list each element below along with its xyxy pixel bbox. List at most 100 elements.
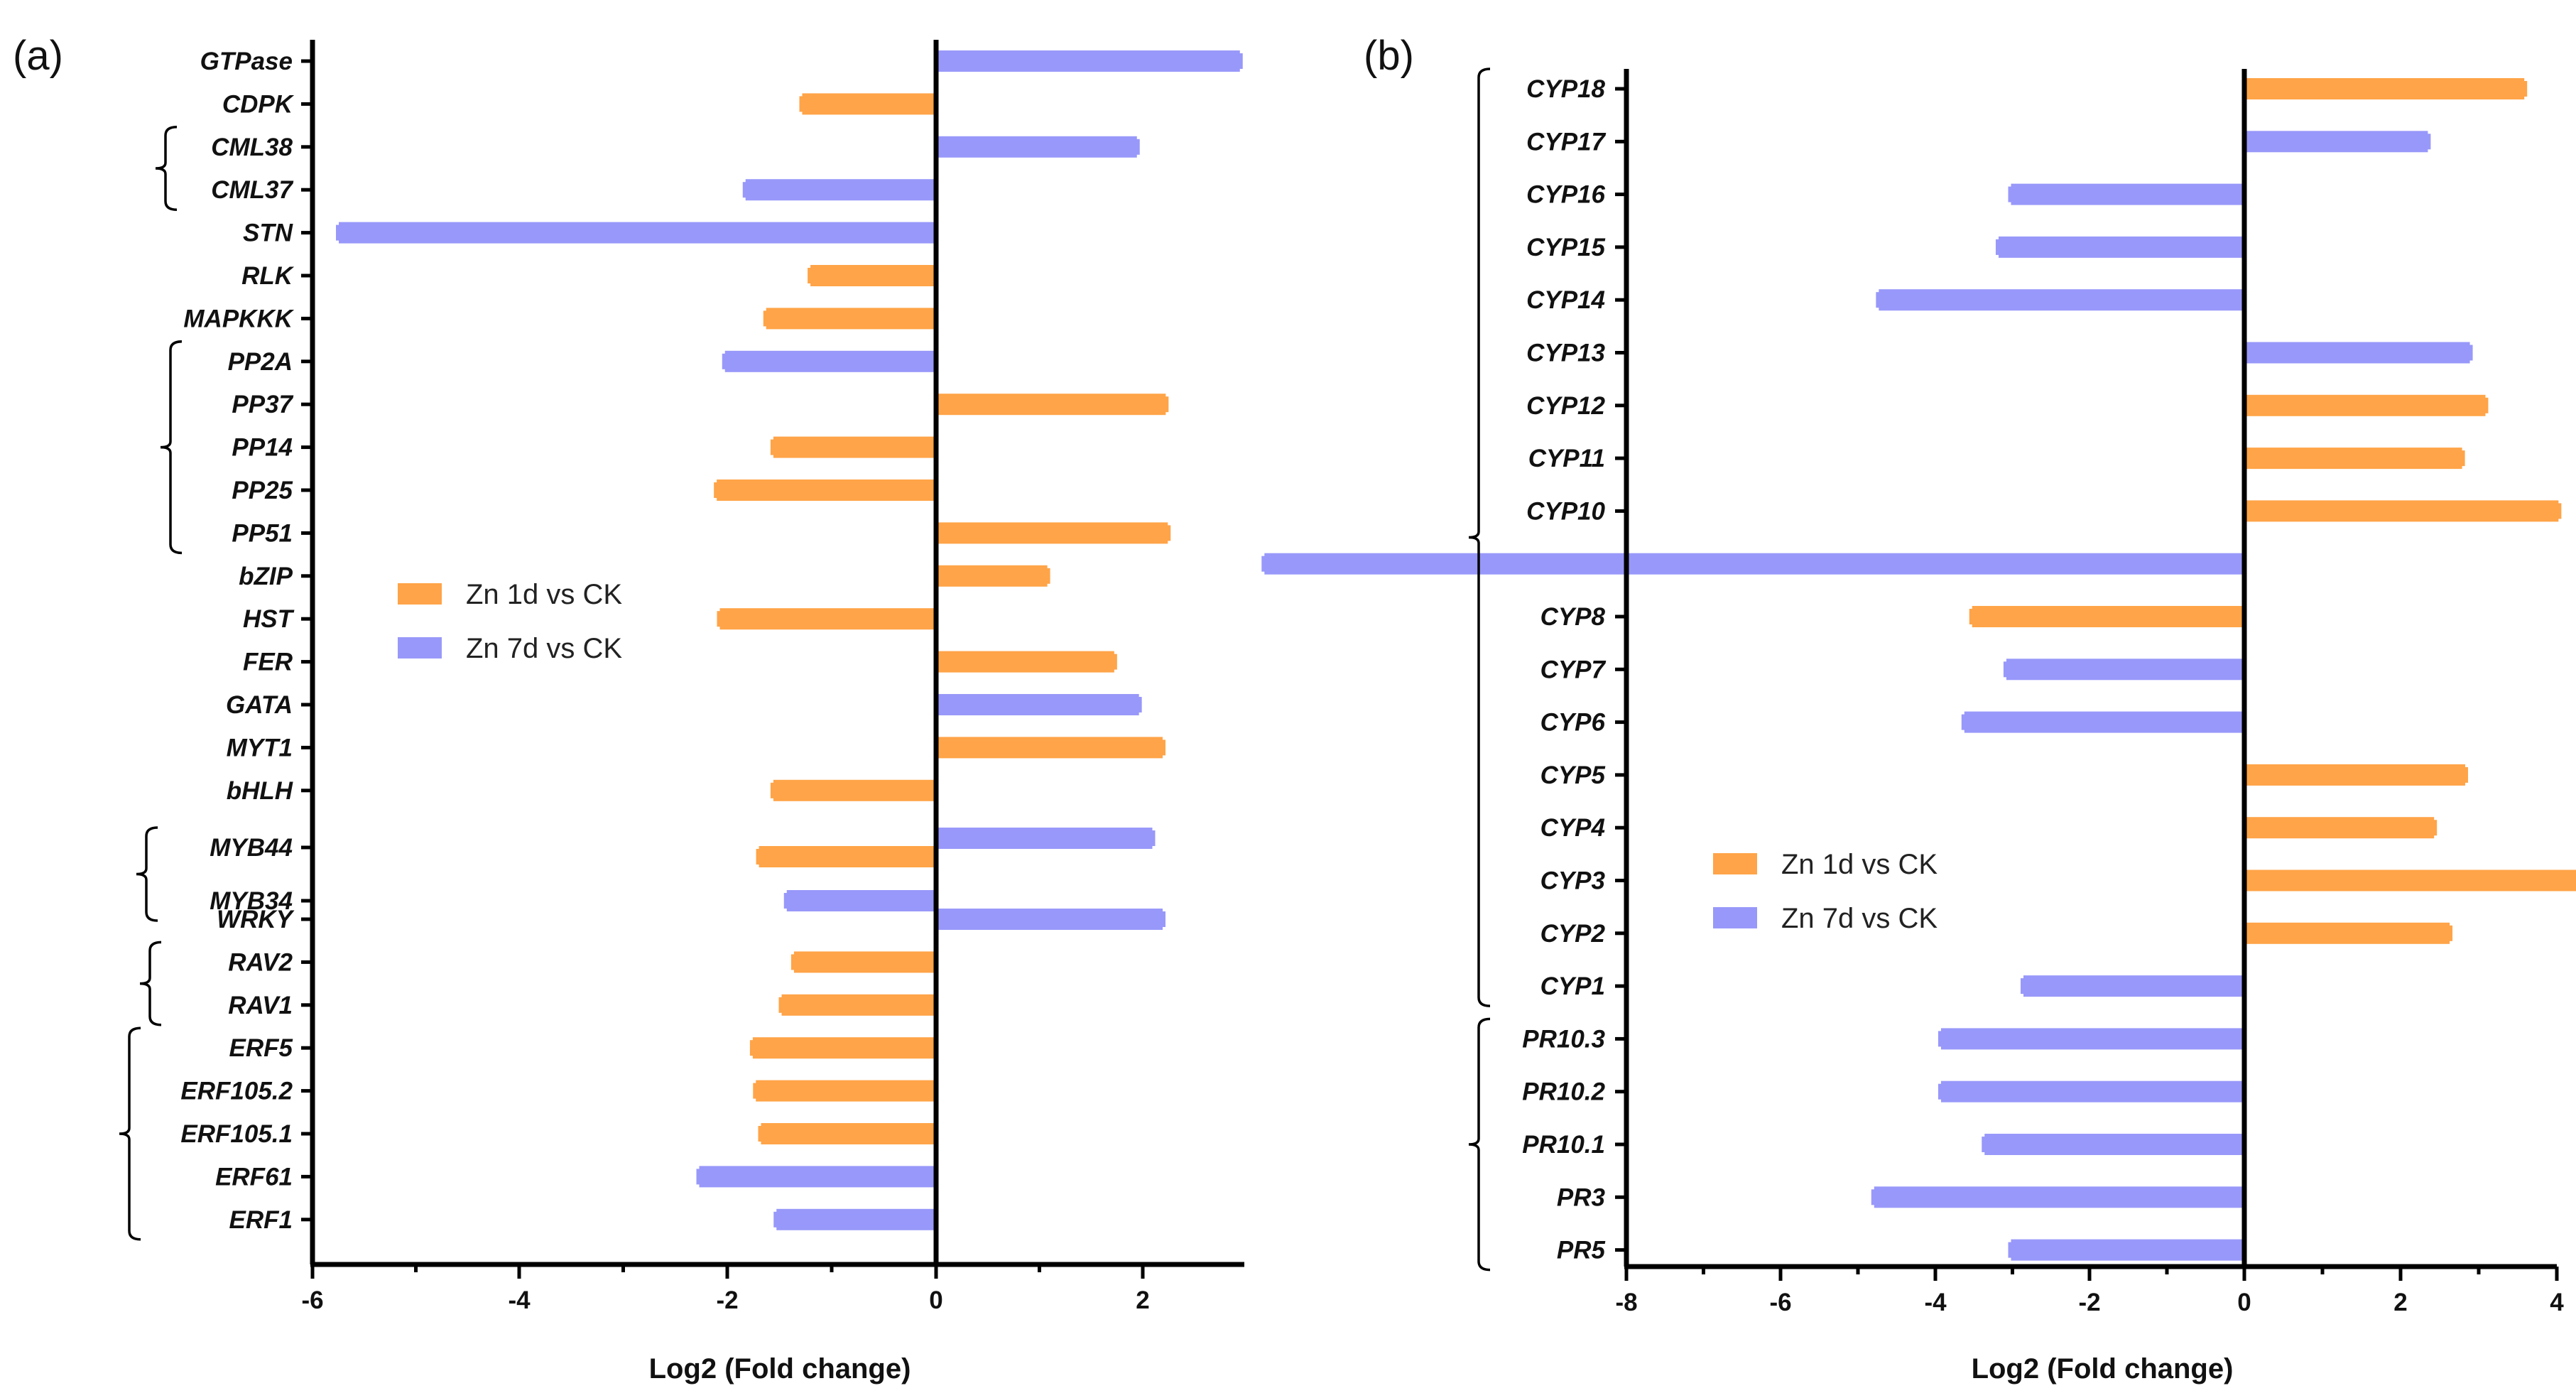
bar-cml37-zn7d [745,179,936,201]
x-axis-title: Log2 (Fold change) [1972,1353,2234,1385]
bar-pr10-2-zn7d [1940,1080,2244,1102]
group-brace-cyp18-cyp1 [1468,67,1491,1007]
gene-label-cyp6: CYP6 [1540,709,1606,737]
x-tick-label: -6 [1769,1289,1791,1316]
gene-label-pr5: PR5 [1557,1237,1606,1264]
bar-erf5-zn1d [752,1037,936,1059]
bar-bzip-zn1d [936,565,1048,587]
bar-cyp6-zn7d [1964,711,2244,733]
gene-label-cml38: CML38 [211,134,293,161]
group-brace-myb44-myb34 [136,826,158,922]
gene-label-mapkkk: MAPKKK [183,305,294,332]
bar-gata-zn7d [936,694,1139,715]
bar-cyp1-zn7d [2023,975,2244,997]
bar-cyp9-zn7d [1264,553,2244,575]
gene-label-erf61: ERF61 [215,1163,293,1191]
gene-label-cyp7: CYP7 [1540,656,1607,683]
gene-label-cyp4: CYP4 [1540,814,1605,842]
group-brace-cml38-cml37 [155,126,178,211]
bar-cyp14-zn7d [1879,289,2244,311]
bar-cyp18-zn1d [2244,78,2525,99]
bar-wrky-zn7d [936,909,1163,930]
bar-pr3-zn7d [1874,1186,2244,1208]
x-tick-label: 0 [929,1286,942,1314]
bar-myb44-zn1d [759,846,936,867]
bar-cdpk-zn1d [802,93,936,115]
gene-label-pr3: PR3 [1557,1183,1606,1211]
chart-panel-a: GTPase CDPK CML38 CML37 STN RLK MAPKKK PP2A PP37… [119,40,1244,1385]
gene-label-pp2a: PP2A [228,348,293,376]
bar-pr5-zn7d [2011,1239,2244,1261]
bar-cyp17-zn7d [2244,131,2428,153]
bar-cyp2-zn1d [2244,922,2450,944]
gene-label-pr10-1: PR10.1 [1522,1131,1605,1159]
gene-label-pr10-3: PR10.3 [1522,1025,1605,1053]
gene-label-pp25: PP25 [232,477,293,504]
gene-label-bzip: bZIP [239,563,293,590]
x-tick-label: -4 [508,1286,531,1314]
gene-label-cyp14: CYP14 [1526,286,1605,314]
gene-label-rav2: RAV2 [228,948,293,976]
gene-label-myb34: MYB34 [210,887,293,915]
gene-label-cyp15: CYP15 [1526,234,1605,261]
gene-label-cyp17: CYP17 [1526,128,1606,156]
group-brace-pp2a-pp51 [160,340,183,555]
gene-label-cyp2: CYP2 [1540,920,1606,948]
gene-label-myb44: MYB44 [210,834,293,862]
legend-swatch-zn-7d-vs-ck [398,637,442,659]
x-tick-label: 2 [1136,1286,1149,1314]
group-brace-pr10-3-pr5 [1468,1017,1491,1272]
legend-label-zn-7d-vs-ck: Zn 7d vs CK [466,633,622,664]
gene-label-cyp11: CYP11 [1528,445,1605,472]
bar-cyp13-zn7d [2244,342,2470,364]
bar-pr10-1-zn7d [1984,1134,2244,1155]
x-tick-label: -4 [1924,1289,1947,1316]
x-tick-label: -2 [2078,1289,2100,1316]
gene-label-erf105-1: ERF105.1 [180,1120,293,1148]
gene-label-pp14: PP14 [232,434,293,462]
x-tick-label: -6 [301,1286,323,1314]
bar-rav1-zn1d [781,994,936,1016]
legend-swatch-zn-7d-vs-ck [1713,907,1757,928]
gene-label-fer: FER [243,649,293,676]
group-brace-rav2-rav1 [139,941,162,1026]
group-brace-erf5-erf1 [119,1026,141,1241]
panel-label-b: (b) [1364,33,1414,79]
gene-label-bhlh: bHLH [227,777,293,805]
bar-cyp7-zn7d [2006,659,2244,681]
legend-label-zn-1d-vs-ck: Zn 1d vs CK [466,579,622,610]
gene-label-cyp16: CYP16 [1526,181,1605,209]
x-tick-label: 4 [2550,1289,2564,1316]
bar-erf105-1-zn1d [761,1123,936,1144]
bar-cyp10-zn1d [2244,500,2559,522]
gene-label-gtpase: GTPase [200,48,293,75]
bar-pp25-zn1d [717,479,936,501]
gene-label-cyp13: CYP13 [1526,340,1605,367]
legend-label-zn-1d-vs-ck: Zn 1d vs CK [1781,849,1938,880]
x-tick-label: 2 [2393,1289,2407,1316]
bar-hst-zn1d [719,608,936,630]
bar-pr10-3-zn7d [1940,1028,2244,1050]
bar-myt1-zn1d [936,737,1163,759]
gene-label-hst: HST [243,605,295,633]
gene-label-cyp8: CYP8 [1540,603,1606,631]
gene-label-erf1: ERF1 [229,1206,293,1234]
bar-pp51-zn1d [936,522,1168,544]
gene-label-rlk: RLK [241,262,295,290]
gene-label-cyp12: CYP12 [1526,392,1605,420]
gene-label-cyp5: CYP5 [1540,762,1606,789]
gene-label-gata: GATA [226,691,293,719]
bar-pp14-zn1d [773,436,936,458]
bar-stn-zn7d [339,222,936,244]
gene-label-myt1: MYT1 [227,734,293,762]
bar-myb44-zn7d [936,828,1153,849]
bar-cml38-zn7d [936,136,1137,158]
gene-label-cml37: CML37 [211,176,293,204]
gene-label-cyp3: CYP3 [1540,867,1606,895]
bar-erf61-zn7d [699,1166,936,1188]
bar-cyp8-zn1d [1972,606,2244,627]
bar-rlk-zn1d [810,265,936,286]
bar-fer-zn1d [936,651,1114,673]
bar-cyp5-zn1d [2244,764,2465,786]
